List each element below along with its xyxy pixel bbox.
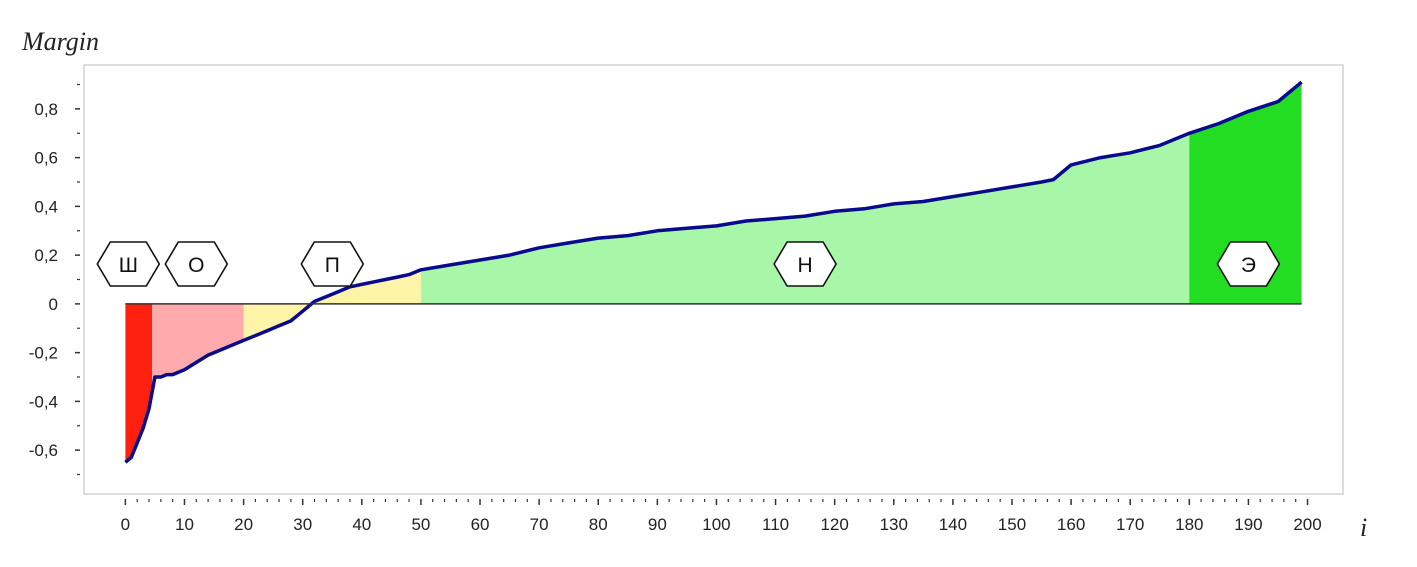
x-tick-label: 150	[998, 515, 1026, 534]
y-tick-label: -0,6	[29, 441, 58, 460]
x-tick-label: 70	[530, 515, 549, 534]
y-tick-label: 0	[49, 295, 58, 314]
y-axis-title: Margin	[21, 27, 99, 56]
region-badge-shape	[773, 241, 837, 287]
axes-layer: 0 10 20 30 40 50 60 70 80 90 100 110 120 130 140 150 160…	[29, 83, 1322, 534]
x-tick-label: 20	[234, 515, 253, 534]
x-tick-label: 120	[820, 515, 848, 534]
x-tick-label: 80	[589, 515, 608, 534]
region-badge-shape	[96, 241, 161, 287]
x-tick-label: 10	[175, 515, 194, 534]
region-fill-0	[125, 303, 152, 463]
x-tick-label: 100	[702, 515, 730, 534]
region-label: Ш	[119, 254, 138, 277]
x-tick-label: 40	[352, 515, 371, 534]
x-tick-label: 90	[648, 515, 667, 534]
region-fill-2	[243, 269, 421, 341]
regions-layer	[125, 82, 1302, 463]
region-badge-0: Ш	[96, 241, 161, 287]
region-badge-1: О	[164, 241, 229, 287]
x-tick-label: 140	[939, 515, 967, 534]
region-badge-3: Н	[773, 241, 837, 287]
region-label: Н	[798, 254, 813, 277]
curve-layer	[124, 80, 1303, 464]
y-tick-label: 0,8	[34, 100, 58, 119]
x-tick-label: 30	[293, 515, 312, 534]
region-badge-shape	[1216, 241, 1281, 287]
x-tick-label: 180	[1175, 515, 1203, 534]
y-tick-label: -0,2	[29, 344, 58, 363]
margin-curve	[124, 80, 1303, 464]
region-label: П	[325, 254, 340, 277]
region-badge-4: Э	[1216, 241, 1281, 287]
region-fill-3	[420, 133, 1190, 304]
x-tick-label: 170	[1116, 515, 1144, 534]
region-fill-1	[152, 303, 244, 393]
region-badge-shape	[164, 241, 229, 287]
x-tick-label: 200	[1293, 515, 1321, 534]
x-tick-label: 130	[880, 515, 908, 534]
x-tick-label: 110	[762, 515, 789, 534]
y-tick-label: -0,4	[29, 392, 58, 411]
y-tick-label: 0,6	[34, 149, 58, 168]
y-tick-label: 0,2	[34, 246, 58, 265]
x-tick-label: 50	[411, 515, 430, 534]
x-tick-label: 60	[471, 515, 490, 534]
x-tick-label: 190	[1234, 515, 1262, 534]
y-tick-label: 0,4	[34, 197, 58, 216]
plot-frame	[83, 64, 1344, 495]
x-axis-title: i	[1360, 513, 1367, 542]
region-badge-shape	[300, 241, 365, 287]
region-label: О	[188, 254, 204, 277]
region-label: Э	[1241, 254, 1256, 277]
region-badge-2: П	[300, 241, 365, 287]
x-tick-label: 160	[1057, 515, 1085, 534]
x-tick-label: 0	[121, 515, 130, 534]
region-fill-4	[1189, 82, 1302, 304]
